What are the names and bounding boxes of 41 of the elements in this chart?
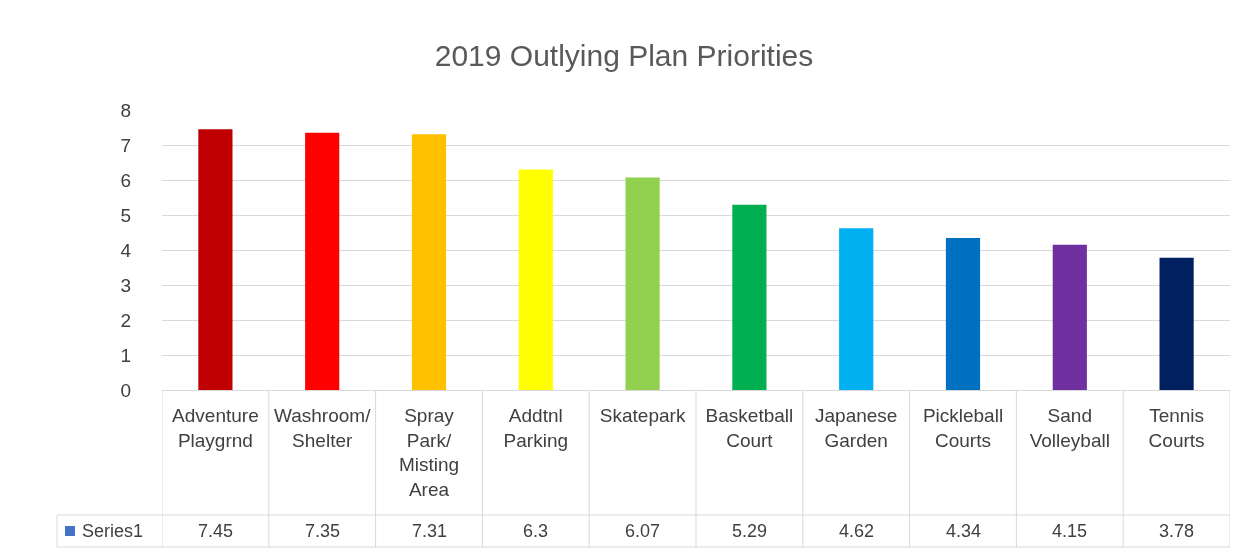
y-tick-label: 2: [120, 309, 131, 331]
data-label: 4.34: [946, 521, 982, 541]
bar: [411, 134, 447, 390]
data-label: 5.29: [732, 521, 768, 541]
data-label: 3.78: [1159, 521, 1195, 541]
x-tick-label: Tennis Courts: [1148, 404, 1205, 451]
x-tick-label: Japanese Garden: [815, 404, 898, 451]
y-tick-label: 3: [120, 274, 131, 296]
bar: [1052, 244, 1087, 390]
x-tick-label: Basketball Court: [705, 404, 794, 451]
bar: [518, 169, 553, 390]
y-tick-label: 6: [120, 169, 131, 191]
data-label: 7.35: [305, 521, 341, 541]
data-label: 7.31: [412, 521, 448, 541]
bar: [1159, 257, 1194, 390]
chart-title: 2019 Outlying Plan Priorities: [434, 39, 814, 73]
x-tick-label: Adventure Playgrnd: [172, 404, 259, 451]
data-label: 6.07: [625, 521, 661, 541]
y-tick-label: 0: [120, 379, 131, 401]
bar: [625, 177, 660, 390]
data-label: 4.62: [839, 521, 875, 541]
x-tick-label: Sand Volleyball: [1029, 404, 1110, 451]
bar: [732, 204, 767, 390]
bar: [305, 132, 340, 390]
data-label: 4.15: [1052, 521, 1088, 541]
data-label: 7.45: [198, 521, 234, 541]
bar: [839, 228, 874, 390]
x-tick-label: Skatepark: [599, 404, 686, 426]
bar: [945, 238, 981, 390]
y-tick-label: 1: [120, 344, 131, 366]
x-tick-label: Pickleball Courts: [922, 404, 1004, 451]
x-tick-label: Addtnl Parking: [503, 404, 569, 451]
x-tick-label: Spray Park/ Misting Area: [398, 404, 460, 500]
y-tick-label: 5: [120, 204, 131, 226]
data-label: 6.3: [523, 521, 549, 541]
bar: [198, 129, 233, 390]
y-tick-label: 7: [120, 134, 131, 156]
x-tick-label: Washroom/ Shelter: [273, 404, 372, 451]
y-tick-label: 4: [120, 239, 132, 261]
y-tick-label: 8: [120, 99, 131, 121]
text: Series1: [82, 521, 144, 541]
